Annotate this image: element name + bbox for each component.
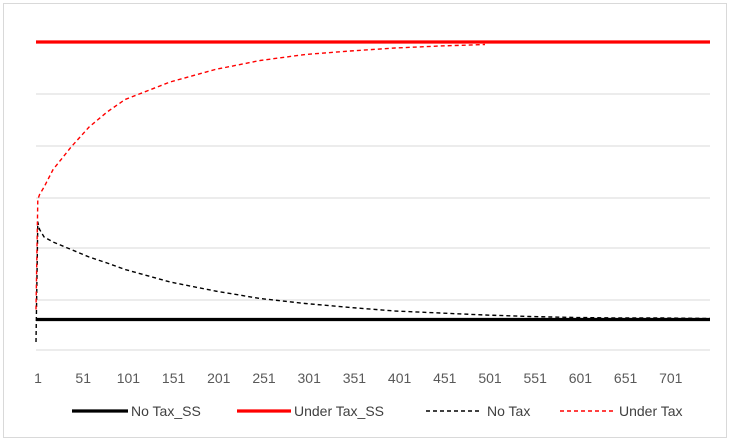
series-line-3 bbox=[35, 43, 486, 310]
x-tick-label: 551 bbox=[524, 370, 548, 386]
x-tick-label: 351 bbox=[343, 370, 367, 386]
x-tick-label: 301 bbox=[298, 370, 322, 386]
x-axis-tick-labels: 1 51 101 151 201 251 301 351 401 451 501 551 601 651 7… bbox=[34, 370, 683, 386]
x-tick-label: 151 bbox=[162, 370, 186, 386]
legend-label-2: No Tax bbox=[487, 403, 530, 419]
x-tick-label: 201 bbox=[207, 370, 231, 386]
x-tick-label: 601 bbox=[569, 370, 593, 386]
x-tick-label: 401 bbox=[388, 370, 412, 386]
legend-label-0: No Tax_SS bbox=[131, 403, 201, 419]
x-tick-label: 501 bbox=[478, 370, 502, 386]
legend: No Tax_SS Under Tax_SS No Tax Under Tax bbox=[72, 403, 683, 419]
x-tick-label: 701 bbox=[659, 370, 683, 386]
x-tick-label: 1 bbox=[34, 370, 42, 386]
x-tick-label: 651 bbox=[614, 370, 638, 386]
legend-label-3: Under Tax bbox=[619, 403, 683, 419]
x-tick-label: 451 bbox=[433, 370, 457, 386]
series-layer bbox=[35, 40, 711, 343]
x-tick-label: 251 bbox=[252, 370, 276, 386]
gridlines bbox=[36, 41, 710, 351]
x-tick-label: 101 bbox=[117, 370, 141, 386]
legend-label-1: Under Tax_SS bbox=[294, 403, 384, 419]
x-tick-label: 51 bbox=[75, 370, 91, 386]
chart-area bbox=[3, 3, 727, 438]
series-line-2 bbox=[35, 221, 711, 343]
